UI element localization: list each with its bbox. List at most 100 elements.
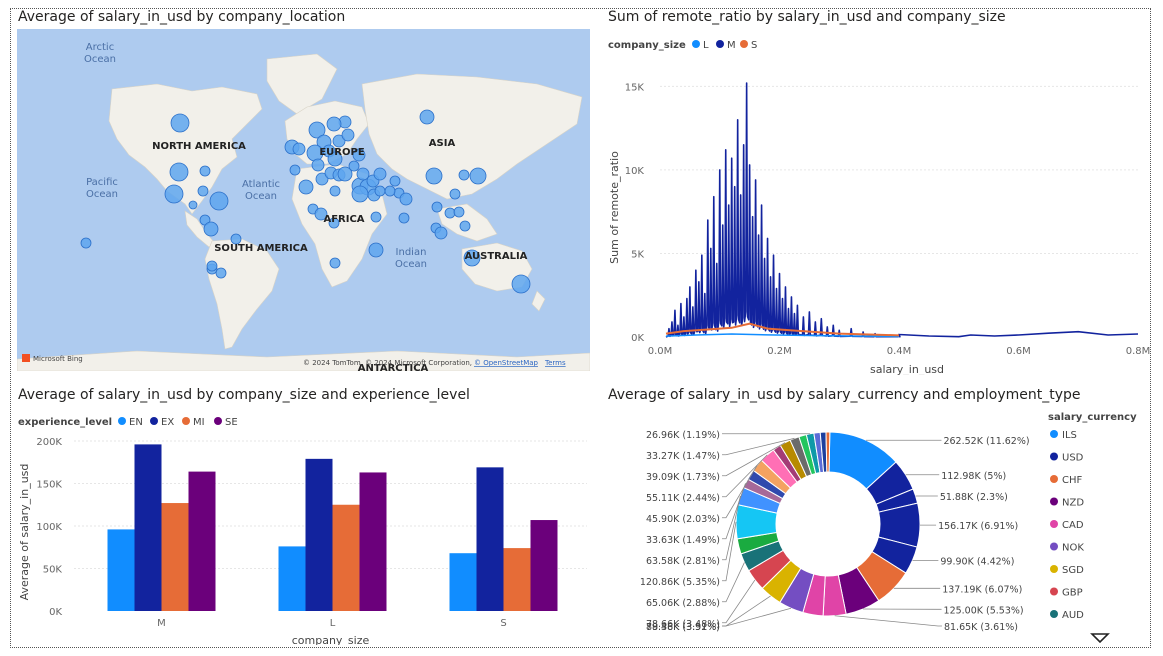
osm-link[interactable]: © OpenStreetMap xyxy=(474,359,539,367)
legend-label: M xyxy=(727,40,736,51)
y-axis-title: Sum of remote_ratio xyxy=(608,151,621,264)
legend-title: company_size xyxy=(608,40,686,51)
bar-S-MI xyxy=(503,548,531,611)
map-bubble xyxy=(289,164,301,176)
y-axis-title: Average of salary_in_usd xyxy=(18,464,31,601)
donut-data-label: 63.58K (2.81%) xyxy=(646,556,720,567)
legend-marker-icon xyxy=(150,417,158,425)
map-bubble xyxy=(469,167,487,185)
donut-data-label: 120.86K (5.35%) xyxy=(640,577,720,588)
line-legend: company_size L M S xyxy=(608,40,757,51)
series-line-s xyxy=(665,322,900,337)
line-chart[interactable]: company_size L M S 0K 5K 10K 15K 0.0M 0.2M 0.4M 0.6… xyxy=(600,30,1150,375)
legend-label: CHF xyxy=(1062,475,1083,486)
legend-marker-icon xyxy=(1050,520,1058,528)
map-bubble xyxy=(203,221,219,237)
donut-data-label: 45.90K (2.03%) xyxy=(646,514,720,525)
donut-data-label: 137.19K (6.07%) xyxy=(942,584,1022,595)
map-bubble xyxy=(292,142,306,156)
bar-M-EX xyxy=(134,444,162,611)
x-tick-label: 0.2M xyxy=(767,346,792,357)
map-bubble xyxy=(368,242,384,258)
bar-M-EN xyxy=(107,529,135,611)
map-bubble xyxy=(197,185,209,197)
donut-data-label: 88.46K (3.92%) xyxy=(646,622,720,633)
map-bubble xyxy=(449,188,461,200)
label-arctic-ocean: Arctic Ocean xyxy=(84,42,116,65)
map-bubble xyxy=(328,217,340,229)
bar-L-EX xyxy=(305,458,333,611)
label-south-america: SOUTH AMERICA xyxy=(214,243,308,254)
donut-data-label: 33.63K (1.49%) xyxy=(646,535,720,546)
donut-leader-line xyxy=(722,442,786,477)
map-bubble xyxy=(373,167,387,181)
map-bubble xyxy=(341,128,355,142)
terms-link[interactable]: Terms xyxy=(544,359,566,367)
ocean-label-line2: Ocean xyxy=(395,259,427,270)
map-bubble xyxy=(215,267,227,279)
map-bubble xyxy=(356,167,370,181)
label-indian-ocean: Indian Ocean xyxy=(395,247,427,270)
label-north-america: NORTH AMERICA xyxy=(152,141,246,152)
legend-marker-icon xyxy=(182,417,190,425)
map-bubble xyxy=(384,185,396,197)
y-tick-label: 0K xyxy=(631,333,644,344)
label-antarctica: ANTARCTICA xyxy=(358,363,429,371)
map-bubble xyxy=(348,160,360,172)
bubble-map[interactable]: Arctic Ocean Pacific Ocean Atlantic Ocean I… xyxy=(17,29,590,371)
donut-data-label: 262.52K (11.62%) xyxy=(943,436,1029,447)
x-axis-title: salary_in_usd xyxy=(870,363,944,375)
map-bubble xyxy=(459,220,471,232)
legend-label: EN xyxy=(129,417,143,428)
land-south-america xyxy=(204,238,280,350)
line-chart-title: Sum of remote_ratio by salary_in_usd and… xyxy=(608,9,1006,25)
map-bubble xyxy=(399,192,413,206)
x-tick-label: S xyxy=(500,618,506,629)
legend-label: ILS xyxy=(1062,430,1077,441)
legend-marker-icon xyxy=(1050,587,1058,596)
legend-marker-icon xyxy=(1050,565,1058,573)
map-bubble xyxy=(327,151,343,167)
map-bubble xyxy=(230,233,242,245)
map-bubble xyxy=(329,185,341,197)
legend-marker-icon xyxy=(1050,542,1058,551)
donut-leader-line xyxy=(722,437,795,456)
map-bubble xyxy=(170,113,190,133)
legend-label: AUD xyxy=(1062,610,1084,621)
map-bubble xyxy=(370,211,382,223)
map-bubble xyxy=(308,121,326,139)
donut-data-label: 65.06K (2.88%) xyxy=(646,598,720,609)
land-north-america xyxy=(108,83,263,215)
donut-chart-title: Average of salary_in_usd by salary_curre… xyxy=(608,387,1081,403)
map-bubble xyxy=(444,207,456,219)
land-nz xyxy=(531,290,546,312)
map-bubble xyxy=(169,162,189,182)
x-tick-label: 0.0M xyxy=(648,346,673,357)
bar-legend: experience_level EN EX MI SE xyxy=(18,417,238,428)
series-line-l xyxy=(665,333,900,338)
donut-chart[interactable]: 262.52K (11.62%) 112.98K (5%) 51.88K (2.3%… xyxy=(600,400,1148,646)
bar-chart-title: Average of salary_in_usd by company_size… xyxy=(18,387,470,403)
map-bubble xyxy=(332,134,346,148)
bar-L-SE xyxy=(359,472,387,611)
label-africa: AFRICA xyxy=(323,214,364,225)
report-frame xyxy=(10,8,1151,648)
donut-data-label: 33.27K (1.47%) xyxy=(646,451,720,462)
legend-label: EX xyxy=(161,417,174,428)
legend-marker-icon xyxy=(740,40,748,48)
label-australia: AUSTRALIA xyxy=(465,251,528,262)
x-tick-label: 0.4M xyxy=(887,346,912,357)
map-bubble xyxy=(164,184,184,204)
copyright-text: © 2024 TomTom, © 2024 Microsoft Corporat… xyxy=(303,359,472,367)
legend-scroll-down-icon[interactable] xyxy=(1090,633,1110,644)
bing-label: Microsoft Bing xyxy=(33,355,83,363)
donut-leader-line xyxy=(722,454,768,498)
series-line-m xyxy=(665,82,1139,338)
map-bubble xyxy=(431,201,443,213)
bar-chart[interactable]: experience_level EN EX MI SE 0K 50K 100K 150K 200… xyxy=(12,405,592,645)
donut-data-label: 125.00K (5.53%) xyxy=(944,605,1024,616)
legend-marker-icon xyxy=(1050,475,1058,483)
land-antarctica xyxy=(17,350,590,371)
ocean-label-line2: Ocean xyxy=(245,191,277,202)
donut-data-label: 99.90K (4.42%) xyxy=(940,556,1014,567)
